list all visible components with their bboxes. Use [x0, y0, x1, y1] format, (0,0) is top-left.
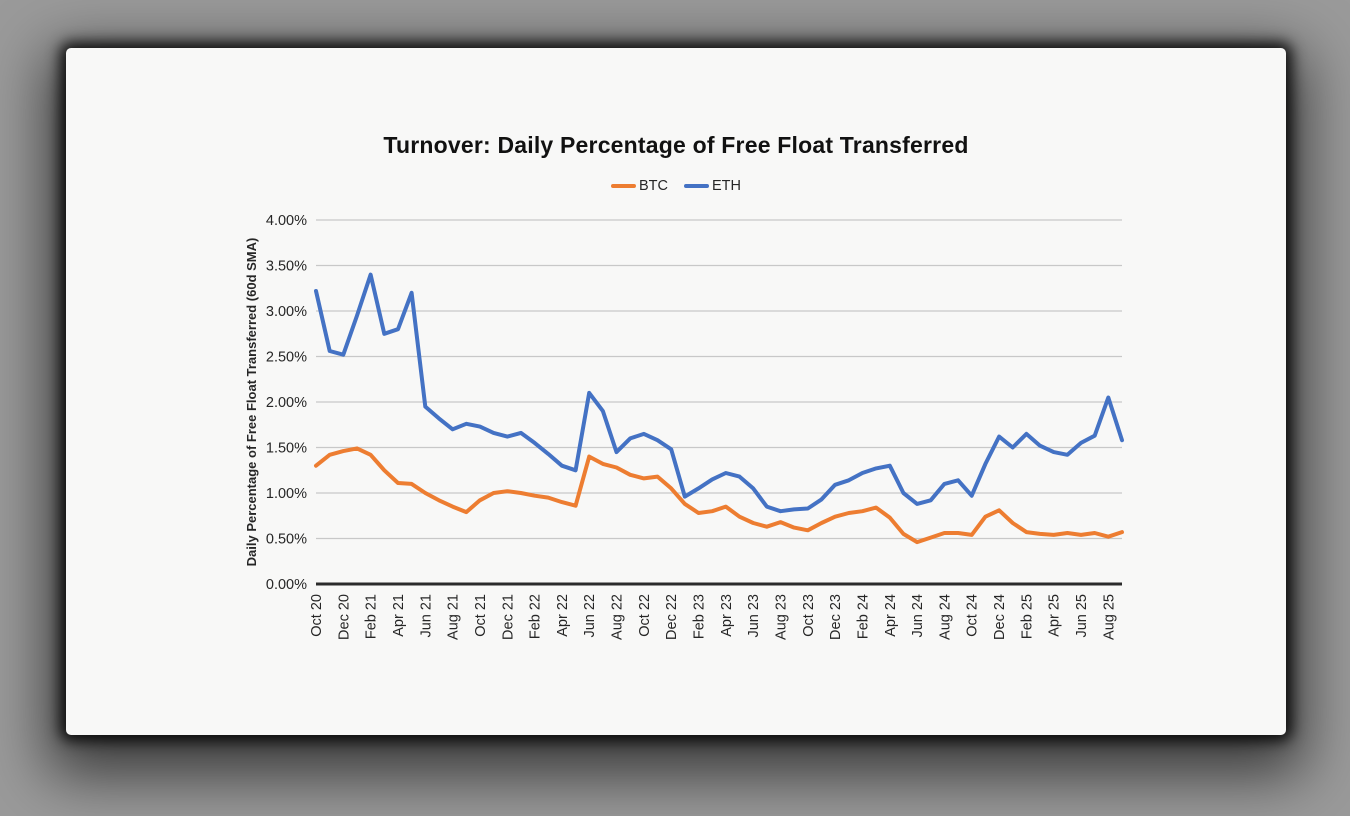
x-tick-label: Dec 21 — [500, 594, 516, 640]
series-line-eth — [314, 272, 1124, 514]
axis-label-layer: 0.00% 0.50% 1.00% 1.50% 2.00% 2.50% 3.00% 3.50%… — [266, 213, 1117, 640]
legend-item-btc: BTC — [611, 178, 668, 194]
legend-item-eth: ETH — [684, 178, 741, 194]
y-tick-label: 1.00% — [266, 486, 307, 502]
x-tick-label: Jun 22 — [582, 594, 598, 638]
x-tick-label: Apr 24 — [883, 594, 899, 637]
legend-label-eth: ETH — [712, 178, 741, 194]
y-tick-label: 0.00% — [266, 577, 307, 593]
x-tick-label: Oct 20 — [309, 594, 325, 637]
x-tick-label: Oct 22 — [637, 594, 653, 637]
x-tick-label: Dec 24 — [992, 594, 1008, 640]
x-tick-label: Dec 23 — [828, 594, 844, 640]
x-tick-label: Dec 22 — [664, 594, 680, 640]
x-tick-label: Feb 21 — [364, 594, 380, 639]
chart-legend: BTC ETH — [66, 178, 1286, 194]
x-tick-label: Feb 23 — [692, 594, 708, 639]
y-tick-label: 1.50% — [266, 441, 307, 457]
y-tick-label: 3.50% — [266, 259, 307, 275]
series-line-btc — [314, 446, 1124, 545]
x-tick-label: Jun 24 — [910, 594, 926, 638]
y-tick-label: 3.00% — [266, 304, 307, 320]
series-layer — [314, 272, 1124, 545]
y-tick-label: 2.00% — [266, 395, 307, 411]
btc-line-swatch-icon — [611, 183, 636, 189]
x-tick-label: Feb 22 — [528, 594, 544, 639]
x-tick-label: Jun 23 — [746, 594, 762, 638]
legend-label-btc: BTC — [639, 178, 668, 194]
x-tick-label: Apr 25 — [1047, 594, 1063, 637]
x-tick-label: Apr 23 — [719, 594, 735, 637]
y-tick-label: 0.50% — [266, 532, 307, 548]
x-tick-label: Jun 21 — [418, 594, 434, 638]
chart-title: Turnover: Daily Percentage of Free Float… — [383, 132, 969, 158]
x-tick-label: Oct 23 — [801, 594, 817, 637]
x-tick-label: Aug 24 — [937, 594, 953, 640]
x-tick-label: Aug 23 — [773, 594, 789, 640]
x-tick-label: Apr 21 — [391, 594, 407, 637]
y-tick-label: 2.50% — [266, 350, 307, 366]
chart-card: Turnover: Daily Percentage of Free Float… — [66, 48, 1286, 735]
x-tick-label: Oct 21 — [473, 594, 489, 637]
y-tick-label: 4.00% — [266, 213, 307, 229]
x-tick-label: Oct 24 — [965, 594, 981, 637]
x-tick-label: Feb 25 — [1019, 594, 1035, 639]
turnover-line-chart: Daily Percentage of Free Float Transferr… — [244, 213, 1124, 640]
y-axis-title: Daily Percentage of Free Float Transferr… — [244, 238, 259, 567]
x-tick-label: Apr 22 — [555, 594, 571, 637]
x-tick-label: Dec 20 — [336, 594, 352, 640]
grid-layer — [316, 219, 1122, 586]
x-tick-label: Jun 25 — [1074, 594, 1090, 638]
x-tick-label: Feb 24 — [855, 594, 871, 639]
x-tick-label: Aug 22 — [610, 594, 626, 640]
x-tick-label: Aug 21 — [446, 594, 462, 640]
eth-line-swatch-icon — [684, 183, 709, 189]
x-tick-label: Aug 25 — [1101, 594, 1117, 640]
